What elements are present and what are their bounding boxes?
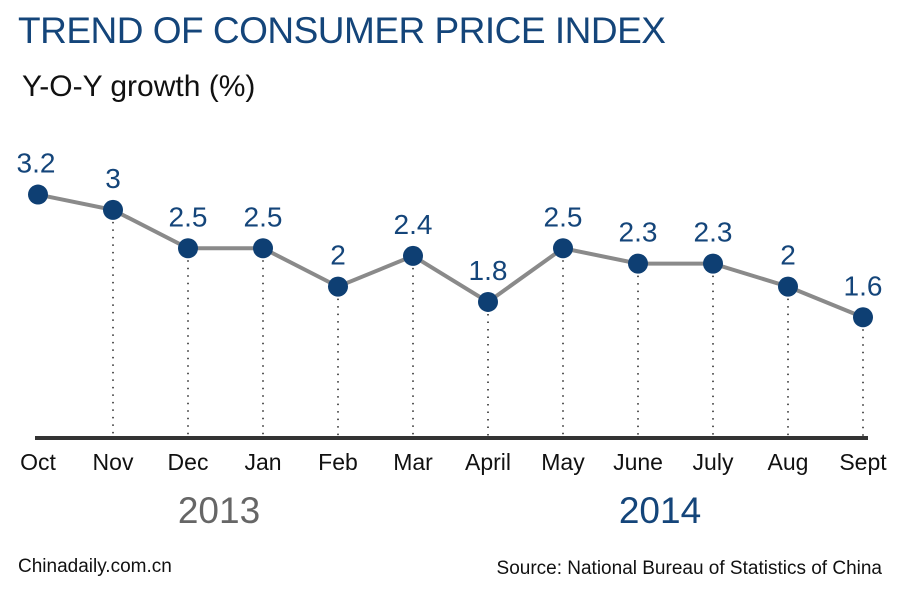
x-tick-label: Feb [318,449,358,475]
data-label: 1.8 [469,255,508,286]
data-label: 2.5 [244,201,283,232]
data-point [553,238,573,259]
series-line [37,192,864,320]
data-point [28,184,48,205]
x-tick-label: Oct [20,449,56,475]
data-label: 3.2 [17,148,56,179]
x-tick-label: Sept [839,449,887,475]
data-label: 2.5 [544,201,583,232]
year-label-2014: 2014 [619,490,701,531]
chart-subtitle: Y-O-Y growth (%) [22,70,256,103]
data-point [253,238,273,259]
x-tick-label: April [465,449,511,475]
data-point [178,238,198,259]
footer-source: Source: National Bureau of Statistics of… [496,558,882,579]
data-label: 2.3 [619,217,658,248]
data-label: 1.6 [844,270,883,301]
data-point [103,199,123,220]
x-tick-label: Jan [244,449,281,475]
data-label: 2.4 [394,209,433,240]
x-tick-label: Mar [393,449,433,475]
data-point [853,307,873,328]
data-label: 2 [330,240,346,271]
x-tick-label: July [693,449,734,475]
data-label: 3 [105,163,121,194]
data-point [628,253,648,274]
year-label-2013: 2013 [178,490,260,531]
data-point [403,245,423,266]
data-label: 2.5 [169,201,208,232]
data-label: 2 [780,240,796,271]
x-tick-label: June [613,449,663,475]
footer-credit: Chinadaily.com.cn [18,556,172,577]
x-tick-label: Nov [93,449,134,475]
data-point [703,253,723,274]
chart-title: TREND OF CONSUMER PRICE INDEX [18,10,666,51]
data-point [478,291,498,312]
data-point [328,276,348,297]
data-point [778,276,798,297]
x-tick-label: Dec [168,449,209,475]
x-tick-label: Aug [768,449,809,475]
data-label: 2.3 [694,217,733,248]
x-tick-label: May [541,449,585,475]
